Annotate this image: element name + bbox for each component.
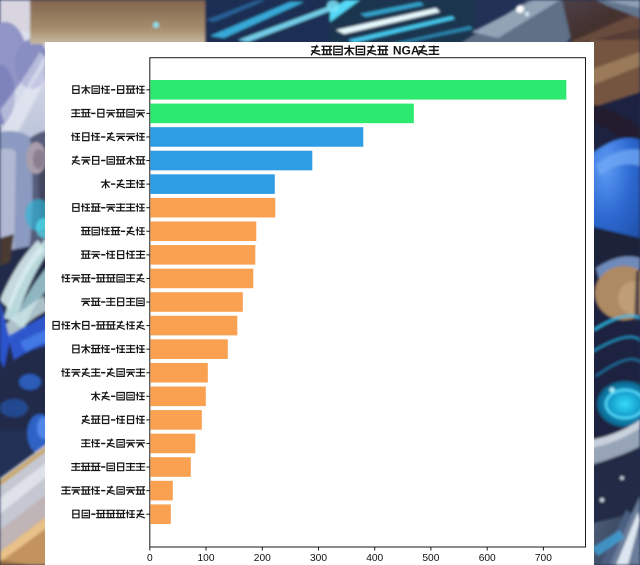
svg-text:200: 200	[254, 553, 271, 564]
svg-text:100: 100	[198, 553, 215, 564]
svg-text:300: 300	[310, 553, 327, 564]
svg-text:500: 500	[422, 553, 439, 564]
svg-text:700: 700	[535, 553, 552, 564]
svg-text:NGA: NGA	[393, 44, 420, 58]
svg-text:0: 0	[147, 553, 153, 564]
svg-text:400: 400	[366, 553, 383, 564]
svg-text:600: 600	[479, 553, 496, 564]
